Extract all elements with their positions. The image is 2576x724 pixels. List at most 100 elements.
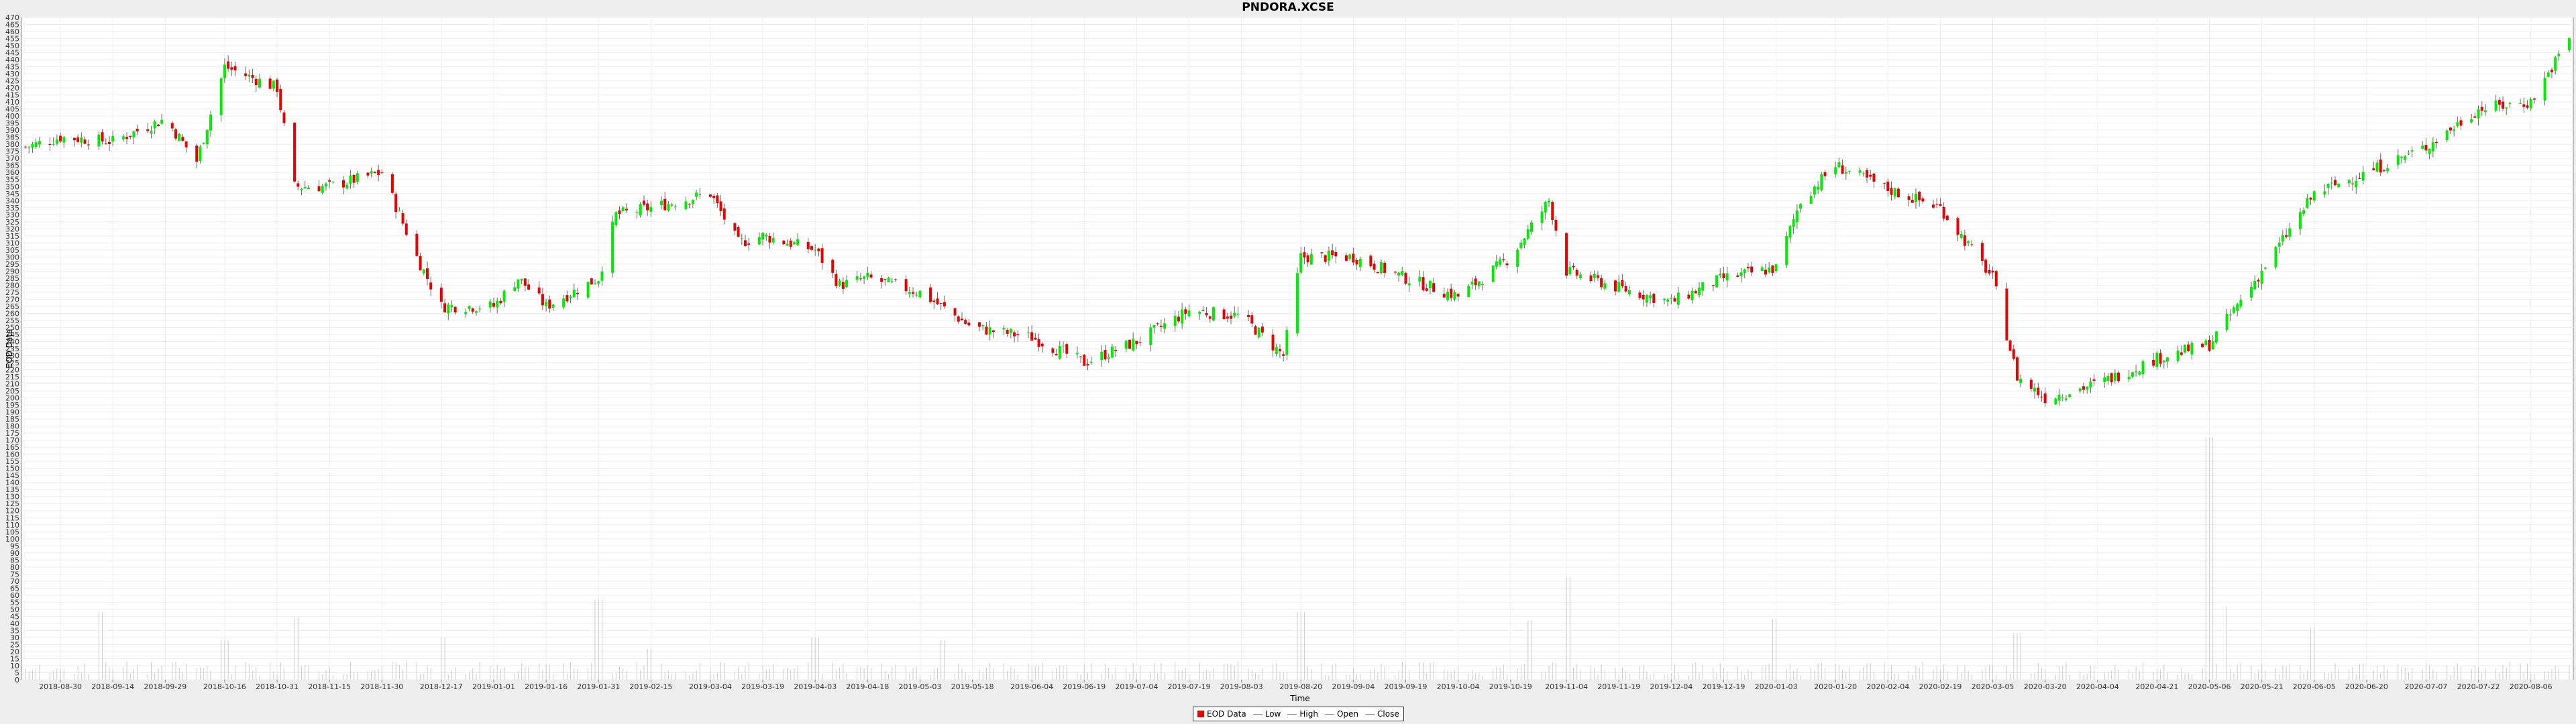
x-tick-label: 2020-05-06 [2188, 682, 2231, 691]
candle-body [300, 188, 303, 190]
candle-body [1869, 174, 1872, 177]
y-tick-label: 370 [5, 154, 19, 163]
candle-body [2449, 127, 2452, 131]
candle-body [541, 294, 544, 306]
candle-body [1813, 186, 1816, 195]
candle-body [684, 201, 688, 209]
candle-body [1795, 210, 1799, 223]
candle-body [1083, 355, 1086, 366]
candle-body [405, 223, 408, 235]
x-tick-label: 2020-01-03 [1755, 682, 1798, 691]
candle-body [1177, 316, 1180, 322]
x-tick-label: 2019-10-04 [1437, 682, 1480, 691]
candle-body [1956, 218, 1960, 235]
candle-body [258, 78, 261, 88]
candle-body [1701, 282, 1705, 291]
y-tick-label: 205 [5, 387, 19, 396]
x-tick-label: 2018-11-15 [308, 682, 351, 691]
candle-body [150, 131, 153, 134]
legend-item-low: Low [1252, 709, 1281, 719]
candle-body [62, 137, 66, 143]
y-tick-label: 390 [5, 126, 19, 135]
y-tick-label: 80 [10, 563, 19, 572]
candle-body [1725, 273, 1729, 281]
x-tick-label: 2019-05-18 [951, 682, 994, 691]
candle-body [820, 248, 824, 263]
y-tick-label: 65 [10, 584, 19, 593]
candle-body [34, 142, 38, 147]
candle-body [2054, 398, 2057, 405]
candle-body [272, 80, 275, 89]
candle-body [1988, 270, 1991, 274]
candle-body [915, 294, 918, 296]
x-tick-label: 2019-12-19 [1703, 682, 1746, 691]
candle-body [2298, 212, 2302, 229]
candle-body [2361, 172, 2365, 181]
legend-label-close: Close [1377, 709, 1399, 719]
candle-body [1942, 206, 1945, 219]
candle-body [765, 235, 768, 237]
candle-body [1600, 278, 1603, 288]
candle-body [439, 288, 443, 302]
candle-body [2106, 375, 2110, 381]
candle-body [184, 141, 188, 147]
candle-body [1967, 241, 1970, 243]
candle-body [1565, 233, 1568, 276]
candle-body [2375, 162, 2379, 172]
x-tick-label: 2020-07-07 [2404, 682, 2447, 691]
y-tick-label: 160 [5, 450, 19, 459]
candle-body [1358, 258, 1362, 267]
candle-body [1694, 291, 1697, 294]
candle-body [614, 212, 618, 225]
candle-body [1858, 170, 1862, 173]
candle-body [548, 299, 551, 309]
candle-body [297, 183, 300, 187]
candle-body [2204, 340, 2208, 346]
y-tick-label: 115 [5, 514, 19, 522]
candle-body [1799, 204, 1803, 209]
candle-body [2543, 77, 2546, 101]
candle-body [1016, 334, 1020, 336]
x-tick-label: 2020-04-04 [2076, 682, 2119, 691]
candle-body [1945, 215, 1949, 221]
x-tick-label: 2020-08-06 [2510, 682, 2553, 691]
candle-body [712, 195, 716, 198]
candle-body [887, 278, 890, 282]
y-tick-label: 330 [5, 210, 19, 219]
candle-body [1523, 238, 1526, 245]
candle-body [2086, 387, 2089, 390]
candle-body [1474, 278, 1477, 286]
candle-body [2302, 210, 2306, 214]
candle-body [708, 194, 712, 197]
candle-body [2372, 168, 2375, 170]
x-tick-label: 2019-07-04 [1115, 682, 1158, 691]
candle-body [111, 135, 115, 142]
candle-body [890, 281, 894, 282]
candle-body [796, 239, 800, 245]
candle-body [2260, 270, 2263, 284]
x-tick-label: 2020-06-05 [2293, 682, 2336, 691]
y-tick-label: 25 [10, 640, 19, 649]
candle-body [859, 278, 862, 280]
candle-body [83, 139, 87, 144]
candle-body [1397, 272, 1401, 276]
x-tick-label: 2019-01-16 [525, 682, 568, 691]
candle-body [156, 124, 160, 127]
candle-body [1970, 244, 1974, 245]
candle-body [1866, 170, 1869, 178]
candle-body [1883, 183, 1886, 184]
candle-body [429, 282, 433, 290]
candle-body [1124, 341, 1128, 349]
candle-body [733, 223, 737, 231]
candle-body [153, 121, 156, 129]
candle-body [1743, 269, 1746, 274]
candle-body [72, 137, 76, 141]
candle-body [2135, 371, 2138, 373]
candle-body [2508, 103, 2512, 105]
candle-body [1872, 173, 1876, 182]
candle-body [2082, 386, 2085, 390]
candle-body [499, 300, 502, 304]
candle-body [1373, 263, 1376, 270]
candle-body [181, 137, 184, 141]
candle-body [38, 141, 41, 145]
